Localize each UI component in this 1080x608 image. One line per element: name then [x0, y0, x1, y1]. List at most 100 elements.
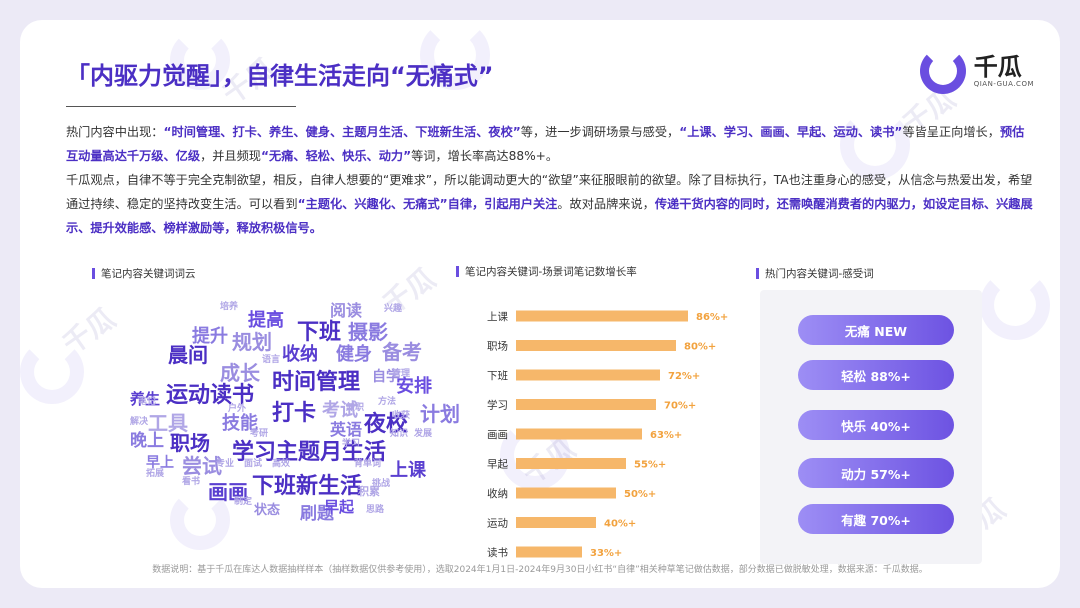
word-cloud-term: 背单词 [354, 459, 382, 469]
word-cloud-term: 考试 [322, 400, 358, 421]
word-cloud-term: 解决 [130, 417, 149, 427]
bar [516, 340, 676, 351]
brand-logo: 千瓜 QIAN-GUA.COM [919, 48, 1034, 94]
feeling-keyword-pill: 快乐 40%+ [798, 410, 954, 440]
word-cloud-term: 兴趣 [384, 304, 403, 314]
word-cloud-term: 提升 [192, 326, 228, 347]
word-cloud-term: 语言 [262, 355, 281, 365]
logo-domain: QIAN-GUA.COM [973, 80, 1034, 88]
bar [516, 487, 616, 499]
word-cloud-term: 早起 [324, 498, 355, 516]
word-cloud-term: 方法 [378, 397, 397, 407]
bar-category-label: 职场 [487, 340, 508, 353]
bar-category-label: 学习 [487, 399, 508, 412]
bar-value-label: 80%+ [684, 342, 716, 353]
word-cloud-term: 培养 [220, 302, 239, 312]
bar [516, 369, 660, 381]
word-cloud-term: 摄影 [348, 320, 388, 344]
bar-category-label: 画画 [487, 429, 508, 441]
word-cloud-term: 学习主题月生活 [232, 440, 387, 465]
word-cloud-term: 备考 [382, 340, 422, 364]
word-cloud-term: 英语 [330, 420, 363, 439]
word-cloud-term: 养生 [130, 390, 161, 408]
word-cloud-term: 阅读 [330, 301, 363, 320]
word-cloud-term: 思路 [366, 505, 385, 515]
logo-icon [919, 48, 966, 94]
word-cloud-term: 收获 [392, 411, 411, 421]
bar-value-label: 63%+ [650, 430, 682, 441]
word-cloud-term: 画画 [208, 480, 248, 504]
word-cloud-term: 自学 [372, 369, 400, 385]
word-cloud-term: 上课 [390, 460, 426, 481]
word-cloud-term: 下班新生活 [252, 474, 363, 499]
bar-value-label: 72%+ [668, 371, 700, 382]
bar-value-label: 50%+ [624, 489, 656, 500]
intro-text: 热门内容中出现：“时间管理、打卡、养生、健身、主题月生活、下班新生活、夜校”等，… [66, 120, 1036, 240]
word-cloud-term: 管理 [392, 369, 411, 379]
section-title-cloud: 笔记内容关键词词云 [92, 266, 196, 281]
word-cloud-term: 发展 [414, 429, 433, 439]
word-cloud-term: 打卡 [272, 401, 317, 426]
word-cloud: 提高 阅读 兴趣 培养 下班 摄影 提升 规划 晨间 收纳 健身 备考 成长 时间管理 自学 安排 运动读书 养生… [100, 300, 480, 560]
feeling-keyword-pill: 动力 57%+ [798, 458, 954, 488]
word-cloud-term: 职场 [170, 431, 210, 455]
word-cloud-term: 成长 [220, 361, 260, 385]
word-cloud-term: 早上 [146, 455, 174, 471]
feeling-keyword-pill: 轻松 88%+ [798, 360, 954, 390]
bar [516, 458, 626, 469]
word-cloud-term: 提高 [248, 310, 284, 331]
word-cloud-term: 计划 [420, 402, 460, 426]
word-cloud-term: 积累 [358, 485, 380, 498]
word-cloud-term: 户外 [228, 404, 247, 414]
word-cloud-term: 考研 [250, 429, 269, 439]
word-cloud-term: 状态 [254, 503, 281, 518]
word-cloud-term: 技能 [222, 413, 258, 434]
slide-card: 千瓜 千瓜 千瓜 千瓜 千瓜 千瓜 千瓜 「内驱力觉醒」，自律生活走向“无痛式”… [20, 20, 1060, 588]
bar-value-label: 86%+ [696, 312, 728, 323]
bar-value-label: 33%+ [590, 548, 622, 559]
word-cloud-term: 晚上 [130, 431, 164, 451]
feeling-keyword-pill: 有趣 70%+ [798, 504, 954, 534]
growth-bar-chart: 上课 86%+ 职场 80%+ 下班 72%+ 学习 70%+ 画画 63%+ 早起 55%+ 收纳 50… [487, 310, 728, 559]
word-cloud-term: 挑战 [372, 479, 391, 489]
word-cloud-term: 面试 [244, 459, 263, 469]
bar-category-label: 读书 [487, 546, 508, 559]
word-cloud-term: 规划 [232, 330, 272, 354]
word-cloud-term: 晨间 [168, 343, 208, 367]
word-cloud-term: 运动读书 [166, 383, 255, 408]
word-cloud-term: 制定 [234, 497, 253, 507]
bar [516, 517, 596, 528]
bar-category-label: 下班 [487, 370, 508, 382]
word-cloud-term: 安排 [396, 376, 432, 397]
word-cloud-term: 夜校 [364, 412, 409, 437]
bar [516, 428, 642, 440]
bar [516, 310, 688, 322]
word-cloud-term: 刷题 [300, 504, 334, 524]
bar [516, 546, 582, 558]
bar-category-label: 收纳 [487, 487, 508, 500]
intro-paragraph-2: 千瓜观点，自律不等于完全克制欲望，相反，自律人想要的“更难求”，所以能调动更大的… [66, 173, 1033, 235]
word-cloud-term: 尝试 [182, 454, 222, 478]
word-cloud-term: 笔记 [138, 397, 157, 407]
page-title: 「内驱力觉醒」，自律生活走向“无痛式” [66, 62, 494, 90]
word-cloud-term: 专业 [216, 459, 235, 469]
bar-value-label: 70%+ [664, 401, 696, 412]
bar-category-label: 上课 [487, 311, 508, 323]
bar-category-label: 早起 [487, 459, 508, 471]
word-cloud-term: 拓展 [146, 469, 165, 479]
section-title-bars: 笔记内容关键词-场景词笔记数增长率 [456, 264, 637, 279]
word-cloud-term: 学习 [342, 439, 361, 449]
bar-category-label: 运动 [487, 518, 508, 530]
word-cloud-term: 看书 [182, 477, 201, 487]
data-footnote: 数据说明：基于千瓜在库达人数据抽样样本（抽样数据仅供参考使用），选取2024年1… [152, 565, 928, 575]
bar-value-label: 40%+ [604, 519, 636, 530]
word-cloud-term: 时间管理 [272, 370, 361, 395]
word-cloud-term: 兼职 [346, 403, 365, 413]
logo-name: 千瓜 [973, 53, 1022, 81]
feeling-keyword-panel: 无痛 NEW 轻松 88%+ 快乐 40%+ 动力 57%+ 有趣 70%+ [760, 290, 982, 564]
title-divider [66, 106, 296, 107]
bar-value-label: 55%+ [634, 460, 666, 471]
word-cloud-term: 知识 [390, 429, 409, 439]
word-cloud-term: 下班 [297, 320, 342, 345]
section-title-feelings: 热门内容关键词-感受词 [756, 266, 874, 281]
